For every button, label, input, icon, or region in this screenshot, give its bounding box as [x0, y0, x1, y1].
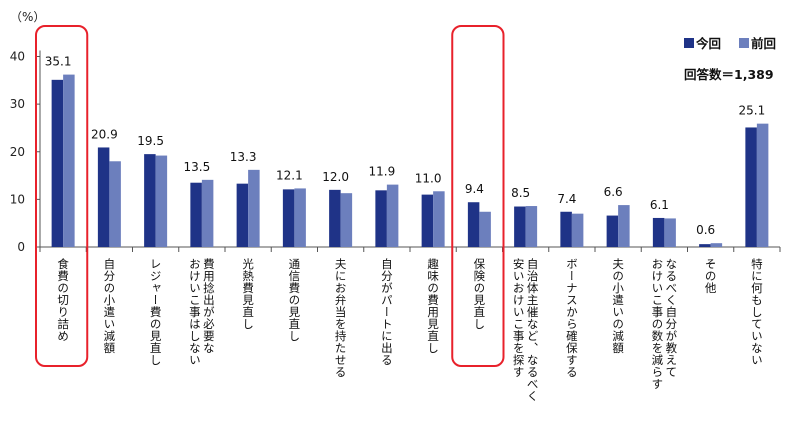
data-label-9: 9.4 — [465, 182, 484, 196]
data-label-8: 11.0 — [415, 171, 442, 185]
bar-current-7 — [375, 190, 387, 247]
response-count: 回答数＝1,389 — [684, 67, 774, 82]
category-label-10: 安いおけいこ事を探す — [512, 257, 526, 378]
bar-previous-15 — [756, 123, 769, 247]
bar-previous-2 — [155, 155, 168, 247]
bar-current-2 — [144, 154, 156, 247]
bar-previous-6 — [340, 193, 353, 247]
data-label-14: 0.6 — [696, 223, 715, 237]
bar-current-1 — [97, 147, 110, 247]
bar-current-10 — [514, 206, 526, 247]
highlight-box-0 — [35, 25, 89, 367]
bar-current-5 — [282, 189, 295, 247]
category-label-9: 保険の見直し — [472, 257, 486, 330]
legend-swatch-previous — [739, 38, 749, 48]
y-tick-label: 40 — [10, 50, 25, 64]
category-label-8: 趣味の費用見直し — [426, 257, 440, 354]
category-label-0: 食費の切り詰め — [56, 257, 70, 342]
y-tick-label: 20 — [10, 145, 25, 159]
category-label-1: 自分の小遣い減額 — [102, 258, 116, 354]
legend-swatch-current — [684, 38, 694, 48]
data-label-7: 11.9 — [369, 165, 396, 179]
category-label-6: 夫にお弁当を持たせる — [334, 258, 348, 378]
category-label-2: レジャー費の見直し — [149, 258, 163, 366]
legend: 今回 前回 回答数＝1,389 — [684, 36, 776, 82]
bar-current-12 — [606, 215, 619, 247]
bar-previous-5 — [294, 188, 306, 247]
data-label-15: 25.1 — [739, 104, 766, 118]
bar-previous-0 — [63, 74, 75, 247]
bar-current-9 — [467, 202, 480, 247]
bar-current-15 — [745, 127, 757, 247]
category-label-15: 特に何もしていない — [750, 257, 764, 366]
data-label-1: 20.9 — [91, 127, 118, 141]
legend-label-current: 今回 — [695, 36, 721, 51]
y-tick-label: 0 — [17, 240, 25, 254]
bar-previous-13 — [664, 218, 676, 247]
category-label-12: 夫の小遣いの減額 — [611, 258, 625, 354]
data-label-3: 13.5 — [184, 160, 211, 174]
bar-previous-7 — [386, 184, 399, 247]
data-label-2: 19.5 — [137, 134, 164, 148]
category-label-4: 光熱費見直し — [241, 257, 255, 330]
bar-previous-12 — [618, 205, 630, 247]
bar-previous-1 — [109, 161, 121, 247]
legend-label-previous: 前回 — [751, 36, 776, 51]
bar-current-13 — [652, 217, 665, 247]
category-label-5: 通信費の見直し — [287, 258, 301, 342]
bar-previous-9 — [479, 211, 491, 247]
y-axis-unit-label: （%） — [10, 10, 45, 24]
bar-current-11 — [560, 211, 572, 247]
data-label-11: 7.4 — [557, 192, 576, 206]
y-tick-label: 30 — [10, 97, 25, 111]
highlight-box-9 — [451, 25, 505, 367]
category-label-11: ボーナスから確保する — [565, 258, 579, 378]
bar-previous-10 — [525, 206, 538, 247]
bar-previous-4 — [248, 169, 260, 247]
category-label-3: 費用捻出が必要な — [202, 257, 216, 354]
bar-current-6 — [329, 189, 341, 247]
data-labels-layer: 35.1 20.9 19.5 13.5 13.3 12.1 12.0 11.9 11.0 9.4 8… — [45, 55, 765, 238]
bar-current-4 — [236, 183, 249, 247]
y-tick-label: 10 — [10, 192, 25, 206]
category-labels-layer: 食費の切り詰め 自分の小遣い減額 レジャー費の見直し 費用捻出が必要なおけいこ事はしな… — [56, 257, 764, 402]
category-label-3: おけいこ事はしない — [188, 258, 202, 366]
bar-current-8 — [421, 194, 434, 247]
category-label-14: その他 — [704, 258, 718, 294]
data-label-13: 6.1 — [650, 198, 669, 212]
data-label-6: 12.0 — [322, 170, 349, 184]
bars-layer — [51, 74, 769, 248]
bar-previous-11 — [571, 213, 584, 247]
bar-current-14 — [699, 244, 711, 247]
bar-previous-14 — [710, 243, 723, 247]
data-label-0: 35.1 — [45, 55, 72, 69]
bar-previous-8 — [433, 191, 445, 247]
category-label-10: 自治体主催など、なるべく — [526, 258, 540, 402]
data-label-12: 6.6 — [604, 185, 623, 199]
data-label-5: 12.1 — [276, 168, 303, 182]
category-label-7: 自分がパートに出る — [380, 258, 394, 366]
bar-current-3 — [190, 182, 202, 247]
bar-current-0 — [51, 79, 64, 248]
category-label-13: なるべく自分が教えて — [664, 258, 678, 378]
data-label-10: 8.5 — [511, 186, 530, 200]
category-label-13: おけいこ事の数を減らす — [650, 258, 664, 390]
data-label-4: 13.3 — [230, 150, 257, 164]
highlight-layer — [35, 25, 505, 367]
bar-previous-3 — [201, 179, 214, 247]
